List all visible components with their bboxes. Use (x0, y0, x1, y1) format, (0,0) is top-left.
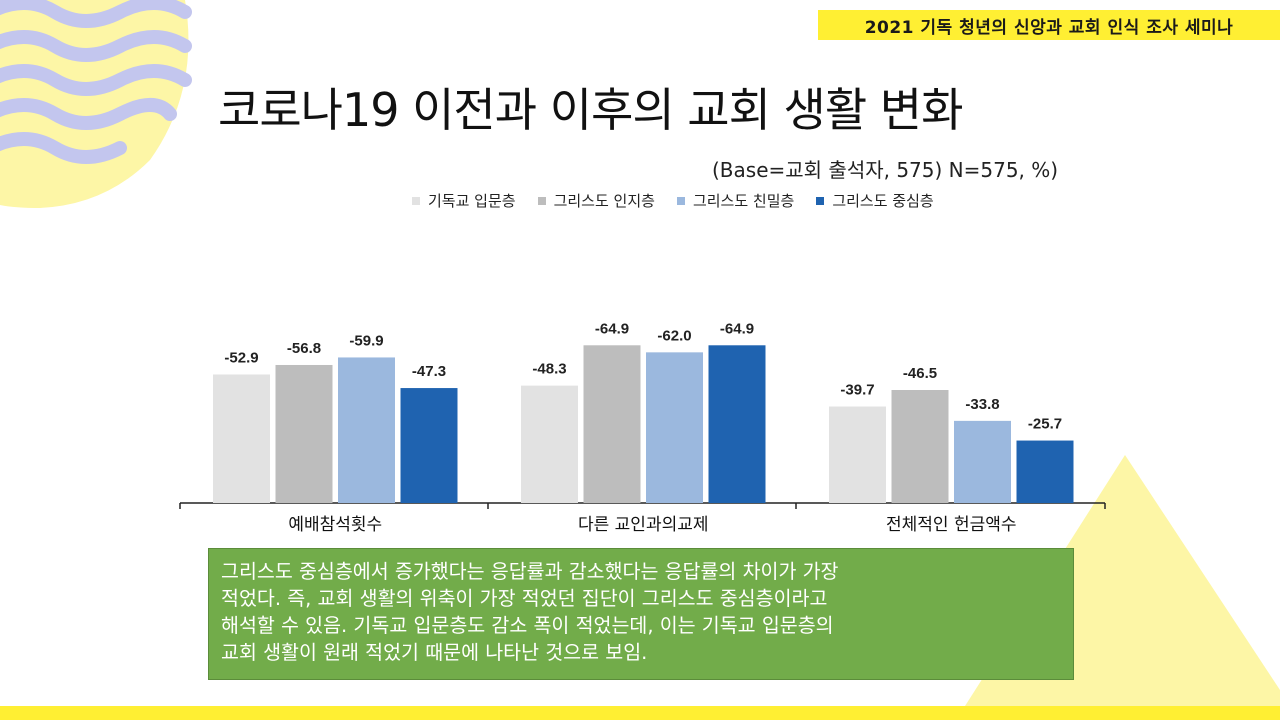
bar-value-label: -25.7 (1028, 416, 1062, 433)
page-title: 코로나19 이전과 이후의 교회 생활 변화 (218, 83, 963, 137)
note-line: 해석할 수 있음. 기독교 입문층도 감소 폭이 적었는데, 이는 기독교 입문… (221, 614, 834, 637)
category-label: 예배참석횟수 (288, 515, 382, 535)
bar (338, 357, 395, 503)
bar (954, 420, 1011, 503)
base-note: (Base=교회 출석자, 575) N=575, %) (712, 158, 1059, 182)
bar-value-label: -46.5 (903, 365, 937, 382)
bar-value-label: -47.3 (412, 363, 446, 380)
category-label: 다른 교인과의교제 (578, 515, 709, 535)
bar (891, 390, 949, 503)
bar-value-label: -64.9 (720, 320, 754, 337)
bar (646, 352, 703, 503)
legend-label-aware: 그리스도 인지층 (553, 192, 655, 210)
bar (708, 345, 766, 503)
bar-value-label: -39.7 (840, 382, 874, 399)
category-label: 전체적인 헌금액수 (886, 515, 1017, 535)
bar (829, 406, 886, 503)
legend-item: 그리스도 친밀층 (676, 190, 795, 211)
bar (275, 364, 333, 503)
bar-value-label: -48.3 (532, 361, 566, 378)
bar (400, 388, 458, 503)
legend-swatch-centered (816, 196, 825, 205)
bar-value-label: -33.8 (965, 396, 999, 413)
bar (521, 385, 578, 503)
bar-value-label: -52.9 (224, 349, 258, 366)
wave-lines-decoration (0, 0, 192, 164)
legend-swatch-aware (537, 196, 546, 205)
legend-item: 그리스도 인지층 (537, 190, 655, 211)
legend-swatch-intro (412, 196, 420, 205)
bar-value-label: -64.9 (595, 320, 629, 337)
bottom-accent-bar (0, 706, 1280, 720)
bar (213, 374, 270, 503)
bar-value-label: -59.9 (349, 332, 383, 349)
legend-label-centered: 그리스도 중심층 (832, 192, 934, 210)
chart-legend: 기독교 입문층 그리스도 인지층 그리스도 친밀층 그리스도 중심층 (412, 190, 934, 211)
corner-blob-decoration (0, 0, 189, 208)
bar-value-label: -56.8 (287, 340, 321, 357)
seminar-title-badge: 2021 기독 청년의 신앙과 교회 인식 조사 세미나 (818, 10, 1280, 40)
legend-item: 기독교 입문층 (412, 190, 516, 211)
legend-label-intimate: 그리스도 친밀층 (692, 192, 795, 210)
note-line: 교회 생활이 원래 적었기 때문에 나타난 것으로 보임. (221, 641, 648, 664)
bar (583, 345, 641, 503)
bar-value-label: -62.0 (657, 327, 691, 344)
legend-item: 그리스도 중심층 (816, 190, 934, 211)
note-line: 적었다. 즉, 교회 생활의 위축이 가장 적었던 집단이 그리스도 중심층이라… (221, 587, 828, 610)
legend-label-intro: 기독교 입문층 (428, 192, 516, 210)
summary-note-box: 그리스도 중심층에서 증가했다는 응답률과 감소했다는 응답률의 차이가 가장 … (208, 548, 1074, 680)
note-line: 그리스도 중심층에서 증가했다는 응답률과 감소했다는 응답률의 차이가 가장 (221, 560, 839, 583)
legend-swatch-intimate (676, 196, 685, 205)
bar (1016, 440, 1074, 503)
